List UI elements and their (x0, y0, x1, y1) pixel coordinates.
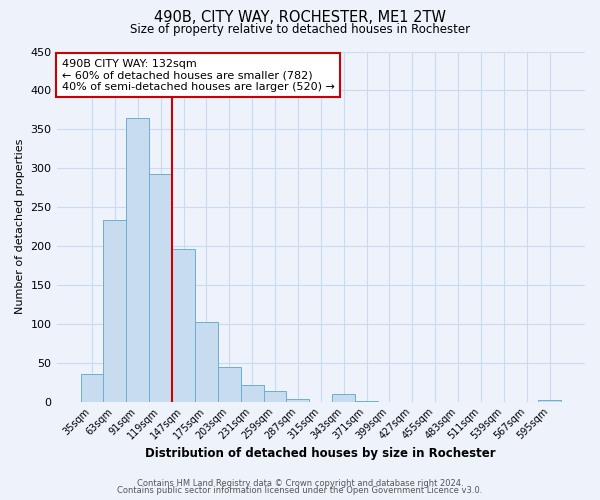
Bar (355, 401, 378, 402)
Bar (127, 118, 149, 402)
Bar (80, 374, 103, 402)
Bar (332, 394, 355, 402)
Bar (218, 368, 241, 402)
Bar (149, 174, 172, 402)
Bar (538, 400, 561, 402)
Text: Size of property relative to detached houses in Rochester: Size of property relative to detached ho… (130, 22, 470, 36)
Text: Contains public sector information licensed under the Open Government Licence v3: Contains public sector information licen… (118, 486, 482, 495)
Text: 490B CITY WAY: 132sqm
← 60% of detached houses are smaller (782)
40% of semi-det: 490B CITY WAY: 132sqm ← 60% of detached … (62, 58, 335, 92)
Bar (263, 391, 286, 402)
Bar (103, 220, 127, 402)
Y-axis label: Number of detached properties: Number of detached properties (15, 139, 25, 314)
Text: 490B, CITY WAY, ROCHESTER, ME1 2TW: 490B, CITY WAY, ROCHESTER, ME1 2TW (154, 10, 446, 25)
X-axis label: Distribution of detached houses by size in Rochester: Distribution of detached houses by size … (145, 447, 496, 460)
Text: Contains HM Land Registry data © Crown copyright and database right 2024.: Contains HM Land Registry data © Crown c… (137, 478, 463, 488)
Bar (286, 398, 310, 402)
Bar (172, 249, 195, 402)
Bar (195, 322, 218, 402)
Bar (241, 384, 263, 402)
